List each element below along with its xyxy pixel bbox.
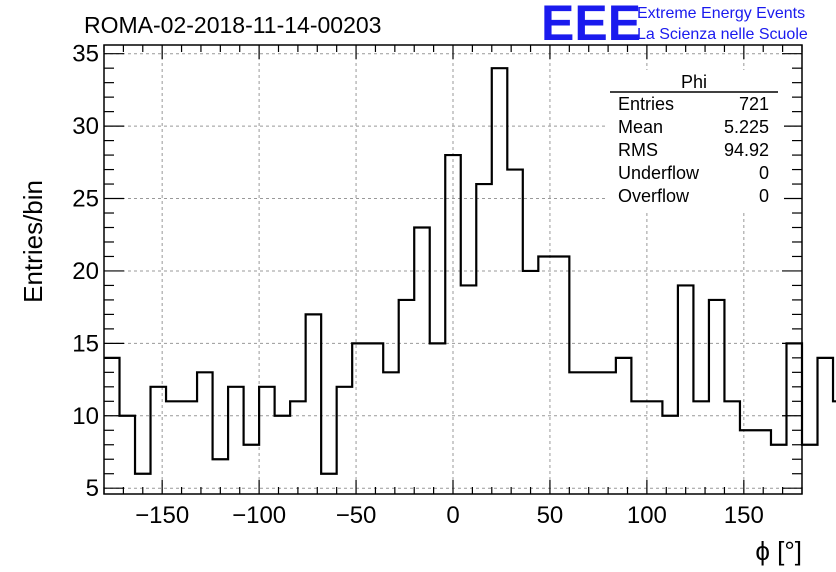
y-tick-label: 10 (72, 403, 99, 430)
histogram-bin (290, 401, 306, 494)
histogram-bin (492, 68, 508, 494)
histogram-bin (569, 372, 585, 494)
x-tick-label: 50 (537, 502, 564, 529)
histogram-bin (554, 256, 570, 494)
y-tick-label: 25 (72, 186, 99, 213)
stats-label: Mean (618, 117, 663, 137)
histogram-bin (786, 343, 802, 494)
axis-ticks (103, 45, 803, 494)
histogram-bin (693, 401, 709, 494)
histogram-bin (709, 300, 725, 494)
stats-label: RMS (618, 140, 658, 160)
histogram-bin (399, 300, 415, 494)
histogram-bin (523, 271, 539, 494)
x-tick-label: −150 (135, 502, 189, 529)
logo-line-2: La Scienza nelle Scuole (637, 26, 808, 43)
y-tick-label: 20 (72, 258, 99, 285)
x-tick-label: 0 (446, 502, 459, 529)
histogram-bin (197, 372, 213, 494)
histogram-bin (244, 445, 260, 494)
x-tick-label: 100 (627, 502, 667, 529)
histogram-bin (507, 170, 523, 494)
histogram-bin (259, 387, 275, 494)
histogram-bin (662, 416, 678, 494)
y-tick-label: 35 (72, 41, 99, 68)
x-axis-title: ϕ [°] (755, 536, 802, 566)
histogram-bin (228, 387, 244, 494)
histogram-bin (724, 401, 740, 494)
histogram-bin (755, 430, 771, 494)
x-tick-label: 150 (724, 502, 764, 529)
y-tick-label: 5 (86, 475, 99, 502)
stats-value: 94.92 (724, 140, 769, 160)
eee-logo-mark: EEE (541, 0, 641, 51)
histogram-bin (182, 401, 198, 494)
logo-line-1: Extreme Energy Events (637, 5, 805, 22)
y-axis-title: Entries/bin (18, 180, 48, 303)
histogram-bin (771, 445, 787, 494)
histogram-bin (802, 445, 818, 494)
histogram-bin (352, 343, 368, 494)
histogram-bin (740, 430, 756, 494)
x-tick-label: −50 (336, 502, 377, 529)
stats-rows: Entries 721 Mean 5.225 RMS 94.92 Underflow 0 Ove… (618, 94, 769, 206)
histogram-line (104, 67, 836, 475)
chart-title: ROMA-02-2018-11-14-00203 (84, 12, 381, 38)
stats-value: 721 (739, 94, 769, 114)
histogram-bin (818, 358, 834, 494)
x-tick-labels: −150 −100 −50 0 50 100 150 (135, 502, 764, 529)
stats-value: 0 (759, 163, 769, 183)
histogram-bin (476, 184, 492, 494)
histogram-bin (414, 227, 430, 494)
stats-value: 5.225 (724, 117, 769, 137)
histogram-bin (120, 416, 136, 494)
histogram-bin (600, 372, 616, 494)
histogram-bin (151, 387, 167, 494)
stats-label: Underflow (618, 163, 700, 183)
y-tick-labels: 5 10 15 20 25 30 35 (72, 41, 99, 503)
histogram-bin (383, 372, 399, 494)
x-tick-label: −100 (232, 502, 286, 529)
histogram-series (104, 67, 836, 494)
histogram-bin (616, 358, 632, 494)
histogram-bin (321, 474, 337, 494)
plot-frame (103, 44, 803, 495)
histogram-bin (337, 387, 353, 494)
histogram-bin (538, 256, 554, 494)
histogram-bin (585, 372, 601, 494)
stats-box: Phi Entries 721 Mean 5.225 RMS 94.92 Underflow… (608, 70, 784, 210)
histogram-bin (430, 343, 446, 494)
stats-box-background (608, 70, 784, 210)
y-tick-label: 15 (72, 330, 99, 357)
y-tick-label: 30 (72, 113, 99, 140)
stats-title: Phi (681, 72, 707, 92)
stats-value: 0 (759, 186, 769, 206)
histogram-bin (306, 314, 322, 494)
histogram-bin (368, 343, 384, 494)
histogram-bin (647, 401, 663, 494)
histogram-bin (678, 285, 694, 494)
histogram-bin (166, 401, 182, 494)
stats-label: Entries (618, 94, 674, 114)
histogram-bin (445, 155, 461, 494)
stats-label: Overflow (618, 186, 690, 206)
histogram-bin (631, 401, 647, 494)
histogram-bin (275, 416, 291, 494)
histogram-bin (461, 285, 477, 494)
